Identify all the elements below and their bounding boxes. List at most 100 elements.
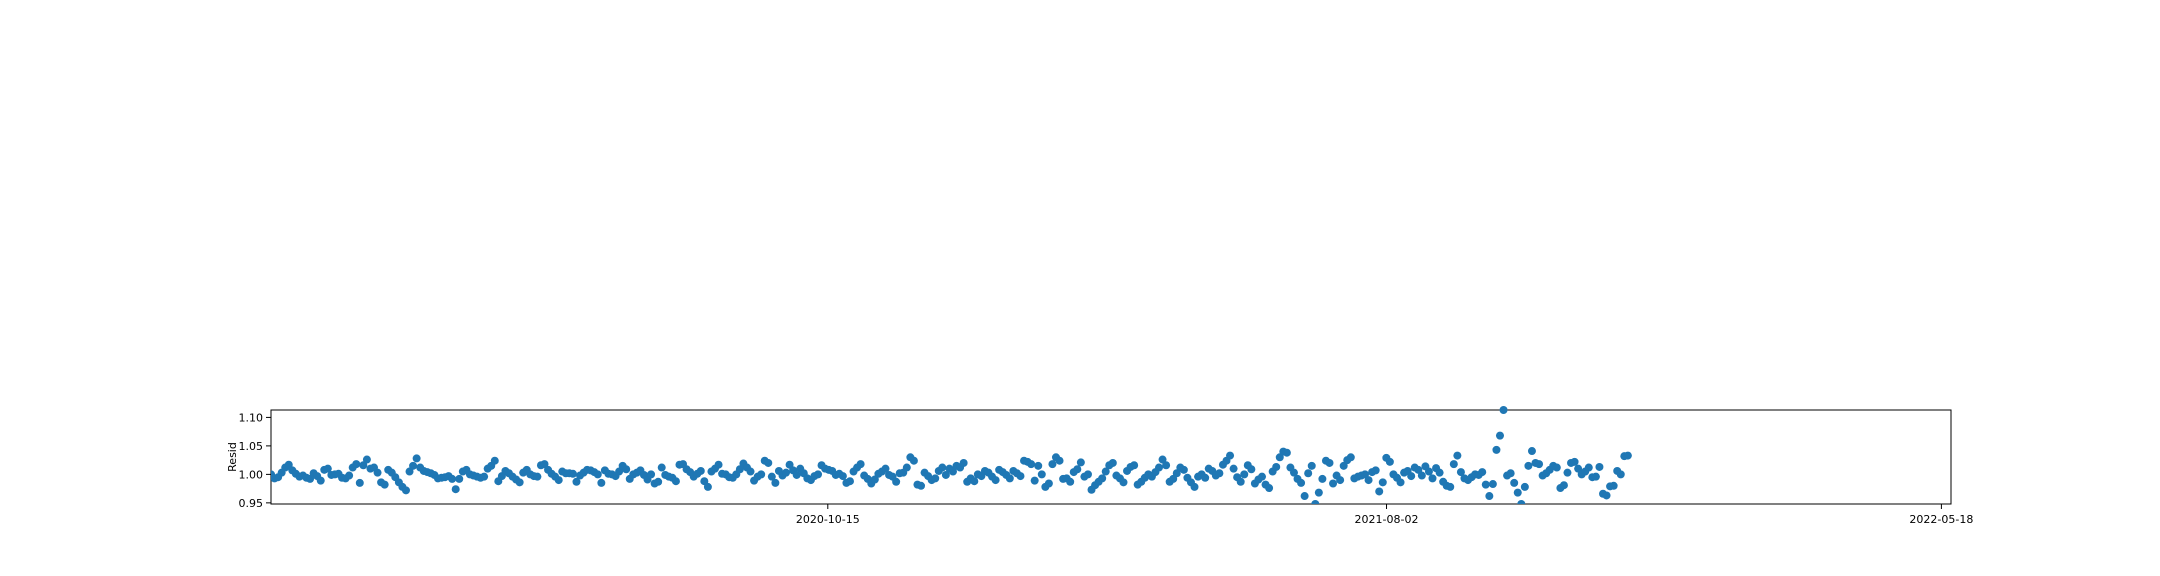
data-point — [1172, 469, 1181, 478]
data-point — [959, 458, 968, 467]
data-point — [362, 455, 371, 464]
data-point — [490, 456, 499, 465]
data-point — [1240, 470, 1249, 479]
x-tick-label: 2022-05-18 — [1909, 513, 1973, 526]
data-point — [1449, 460, 1458, 469]
data-point — [1453, 451, 1462, 460]
data-point — [409, 461, 418, 470]
data-point — [1215, 469, 1224, 478]
data-point — [1034, 461, 1043, 470]
data-point — [1407, 472, 1416, 481]
data-point — [1314, 488, 1323, 497]
data-point — [1456, 468, 1465, 477]
data-point — [1574, 464, 1583, 473]
axes-frame — [270, 409, 1952, 505]
data-point — [1513, 488, 1522, 497]
data-point — [941, 470, 950, 479]
data-point — [1552, 463, 1561, 472]
data-point — [1481, 480, 1490, 489]
data-point — [1336, 476, 1345, 485]
data-point — [700, 477, 709, 486]
data-point — [1055, 456, 1064, 465]
data-point — [1361, 470, 1370, 479]
data-point — [1282, 448, 1291, 457]
y-tick-label: 1.05 — [239, 440, 264, 453]
data-point — [1083, 470, 1092, 479]
data-point — [352, 460, 361, 469]
data-point — [1428, 474, 1437, 483]
data-point — [1162, 461, 1171, 470]
data-point — [323, 464, 332, 473]
data-point — [359, 461, 368, 470]
data-point — [1258, 472, 1267, 481]
data-point — [1016, 472, 1025, 481]
data-point — [1329, 479, 1338, 488]
data-point — [657, 463, 666, 472]
data-point — [1499, 406, 1508, 414]
data-point — [568, 469, 577, 478]
data-point — [1130, 461, 1139, 470]
data-point — [455, 474, 464, 483]
data-point — [355, 478, 364, 487]
data-point — [703, 482, 712, 491]
y-axis: 0.95 1.00 1.05 1.10 — [239, 411, 271, 510]
data-point — [1435, 468, 1444, 477]
data-point — [515, 478, 524, 487]
data-point — [1236, 477, 1245, 486]
data-point — [1098, 474, 1107, 483]
data-point — [1275, 453, 1284, 462]
data-point — [902, 463, 911, 472]
data-point — [572, 477, 581, 486]
data-point — [991, 476, 1000, 485]
data-point — [917, 481, 926, 490]
data-point — [771, 478, 780, 487]
data-point — [1517, 500, 1526, 504]
data-point — [533, 472, 542, 481]
y-tick-label: 0.95 — [239, 497, 264, 510]
data-point — [1169, 474, 1178, 483]
data-point — [735, 465, 744, 474]
data-point — [1201, 473, 1210, 482]
data-point — [767, 472, 776, 481]
data-point — [1272, 462, 1281, 471]
data-point — [1488, 480, 1497, 489]
data-point — [1595, 462, 1604, 471]
data-point — [540, 460, 549, 469]
data-point — [1311, 500, 1320, 504]
data-point — [1524, 461, 1533, 470]
data-point — [931, 474, 940, 483]
data-point — [1510, 478, 1519, 487]
data-point — [345, 471, 354, 480]
data-point — [647, 470, 656, 479]
data-point — [1396, 478, 1405, 487]
data-point — [1559, 481, 1568, 490]
data-point — [1375, 487, 1384, 496]
data-point — [845, 477, 854, 486]
data-point — [1119, 478, 1128, 487]
data-point — [1073, 465, 1082, 474]
data-point — [1229, 464, 1238, 473]
data-point — [380, 480, 389, 489]
data-point — [909, 456, 918, 465]
data-point — [671, 477, 680, 486]
data-point — [1066, 477, 1075, 486]
data-point — [1325, 458, 1334, 467]
data-point — [792, 470, 801, 479]
data-point — [764, 458, 773, 467]
data-point — [1346, 453, 1355, 462]
data-point — [1371, 466, 1380, 475]
data-point — [1297, 478, 1306, 487]
data-point — [451, 485, 460, 494]
data-point — [401, 486, 410, 495]
data-point — [1378, 478, 1387, 487]
data-point — [1385, 457, 1394, 466]
data-point — [1289, 468, 1298, 477]
y-axis-title: Resid — [226, 442, 239, 472]
data-point — [1307, 461, 1316, 470]
data-point — [1609, 481, 1618, 490]
data-point — [1478, 468, 1487, 477]
data-point — [970, 477, 979, 486]
data-point — [881, 464, 890, 473]
data-point — [554, 476, 563, 485]
